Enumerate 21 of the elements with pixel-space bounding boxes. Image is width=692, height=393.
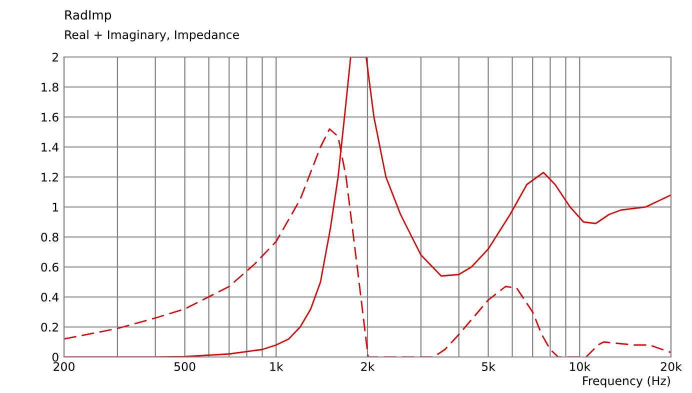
x-tick-label: 1k: [270, 362, 284, 371]
y-tick-label: 1: [52, 202, 58, 212]
chart-title: RadImp: [65, 10, 112, 22]
x-tick-label: 500: [174, 362, 196, 371]
x-tick-label: 20k: [660, 362, 682, 371]
y-tick-label: 0.2: [41, 322, 58, 332]
x-axis-title: Frequency (Hz): [583, 376, 670, 388]
y-tick-label: 1.8: [42, 82, 58, 92]
y-tick-label: 0.6: [41, 262, 58, 272]
x-tick-label: 5k: [482, 362, 496, 371]
y-tick-label: 2: [52, 52, 58, 62]
x-tick-label: 10k: [570, 362, 591, 371]
y-tick-label: 0.8: [41, 232, 58, 242]
y-tick-label: 0: [52, 352, 58, 362]
chart-subtitle: Real + Imaginary, Impedance: [65, 30, 239, 42]
y-tick-label: 1.6: [42, 112, 58, 122]
y-tick-label: 1.2: [42, 172, 58, 182]
y-tick-label: 0.4: [41, 292, 58, 302]
x-tick-label: 2k: [361, 362, 375, 371]
x-tick-label: 200: [54, 362, 74, 371]
y-tick-label: 1.4: [42, 142, 58, 152]
